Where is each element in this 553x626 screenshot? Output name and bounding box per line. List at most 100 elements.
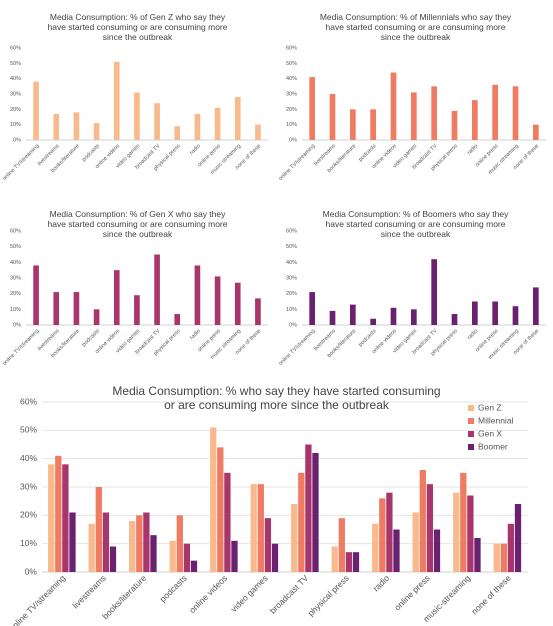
x-tick-label: radio bbox=[466, 143, 479, 156]
bar bbox=[291, 504, 298, 572]
bar bbox=[471, 100, 478, 140]
bar bbox=[492, 301, 499, 325]
bar bbox=[62, 464, 69, 572]
bar bbox=[329, 94, 336, 140]
x-tick-label: radio bbox=[466, 328, 479, 341]
bar bbox=[194, 265, 201, 325]
chart-title: Media Consumption: % who say they have s… bbox=[112, 384, 441, 412]
y-tick-label: 10% bbox=[286, 307, 297, 313]
bar bbox=[174, 126, 181, 140]
x-tick-label: online TV/streaming bbox=[2, 328, 41, 367]
x-tick-label: none of these bbox=[469, 573, 513, 617]
bar bbox=[102, 512, 110, 572]
bar bbox=[95, 487, 102, 572]
bar bbox=[379, 498, 386, 572]
y-tick-label: 60% bbox=[20, 396, 37, 406]
bar bbox=[390, 307, 397, 325]
y-tick-label: 40% bbox=[20, 453, 37, 463]
bar bbox=[231, 540, 238, 572]
bar bbox=[467, 495, 474, 572]
x-tick-label: podcasts bbox=[358, 143, 378, 163]
bar bbox=[93, 123, 100, 140]
y-tick-label: 10% bbox=[286, 122, 297, 128]
y-tick-label: 60% bbox=[286, 228, 297, 234]
bar bbox=[113, 61, 120, 140]
y-tick-label: 50% bbox=[20, 425, 37, 435]
legend-swatch bbox=[468, 418, 474, 424]
chart: 0% 10% 20% 30% 40% 50% 60% online TV/streaming l… bbox=[278, 205, 553, 377]
chart: 0% 10% 20% 30% 40% 50% 60% online TV/streaming l… bbox=[0, 0, 275, 205]
bar bbox=[255, 124, 261, 140]
bar bbox=[500, 543, 507, 572]
bar bbox=[493, 543, 500, 572]
bar bbox=[370, 109, 377, 140]
y-tick-label: 30% bbox=[286, 275, 297, 281]
bar bbox=[129, 521, 136, 572]
x-tick-label: broadcast TV bbox=[268, 573, 311, 616]
bar bbox=[93, 309, 100, 325]
y-tick-label: 10% bbox=[10, 122, 21, 128]
bar bbox=[349, 109, 356, 140]
y-tick-label: 30% bbox=[286, 91, 297, 97]
bar bbox=[73, 112, 80, 140]
bar bbox=[88, 523, 95, 572]
bar bbox=[154, 103, 160, 140]
bar bbox=[150, 535, 157, 572]
bar bbox=[426, 484, 434, 572]
bar bbox=[190, 560, 198, 572]
bar bbox=[312, 453, 319, 572]
bar bbox=[264, 518, 272, 572]
bar bbox=[507, 523, 515, 572]
x-tick-label: podcasts bbox=[158, 573, 189, 604]
bar bbox=[309, 292, 316, 325]
bar bbox=[109, 546, 117, 572]
bar bbox=[419, 470, 426, 572]
bar bbox=[69, 512, 76, 572]
bar bbox=[309, 77, 316, 140]
x-tick-label: radio bbox=[189, 143, 202, 156]
y-tick-label: 60% bbox=[286, 45, 297, 51]
bar bbox=[331, 546, 338, 572]
y-tick-label: 40% bbox=[10, 76, 21, 82]
y-tick-label: 20% bbox=[10, 291, 21, 297]
x-tick-label: online videos bbox=[187, 573, 229, 615]
y-tick-label: 0% bbox=[289, 137, 297, 143]
y-tick-label: 50% bbox=[10, 244, 21, 250]
legend-label: Millennial bbox=[478, 415, 514, 425]
x-tick-label: online TV/streaming bbox=[278, 328, 317, 367]
bar bbox=[234, 97, 241, 140]
x-tick-label: physical press bbox=[306, 573, 351, 618]
x-tick-label: online press bbox=[392, 573, 431, 612]
bar bbox=[532, 287, 539, 325]
y-tick-label: 20% bbox=[286, 291, 297, 297]
chart: 0% 10% 20% 30% 40% 50% 60% online TV/streaming l… bbox=[0, 378, 553, 626]
chart-svg: 0%10%20%30%40%50%60%online TV/streamingl… bbox=[2, 45, 268, 182]
bar bbox=[412, 512, 419, 572]
y-tick-label: 0% bbox=[289, 322, 297, 328]
bar bbox=[53, 113, 60, 140]
bar bbox=[214, 276, 221, 325]
chart: 0% 10% 20% 30% 40% 50% 60% online TV/streaming l… bbox=[0, 205, 275, 377]
chart-svg: 0%10%20%30%40%50%60%online TV/streamingl… bbox=[2, 228, 268, 367]
bar bbox=[55, 455, 62, 572]
bar bbox=[431, 259, 438, 325]
y-tick-label: 30% bbox=[20, 481, 37, 491]
bar bbox=[33, 81, 39, 140]
x-tick-label: online TV/streaming bbox=[2, 143, 41, 182]
bar bbox=[257, 484, 264, 572]
bar bbox=[271, 543, 279, 572]
bar bbox=[136, 515, 143, 572]
bar bbox=[224, 472, 231, 572]
y-tick-label: 40% bbox=[286, 76, 297, 82]
bar bbox=[305, 444, 312, 572]
bar bbox=[431, 86, 438, 140]
bar bbox=[210, 427, 217, 572]
bar bbox=[183, 543, 191, 572]
bar bbox=[410, 92, 417, 140]
bar bbox=[338, 518, 345, 572]
bar bbox=[53, 292, 60, 325]
bar bbox=[393, 529, 400, 572]
legend-label: Gen Z bbox=[478, 402, 502, 412]
